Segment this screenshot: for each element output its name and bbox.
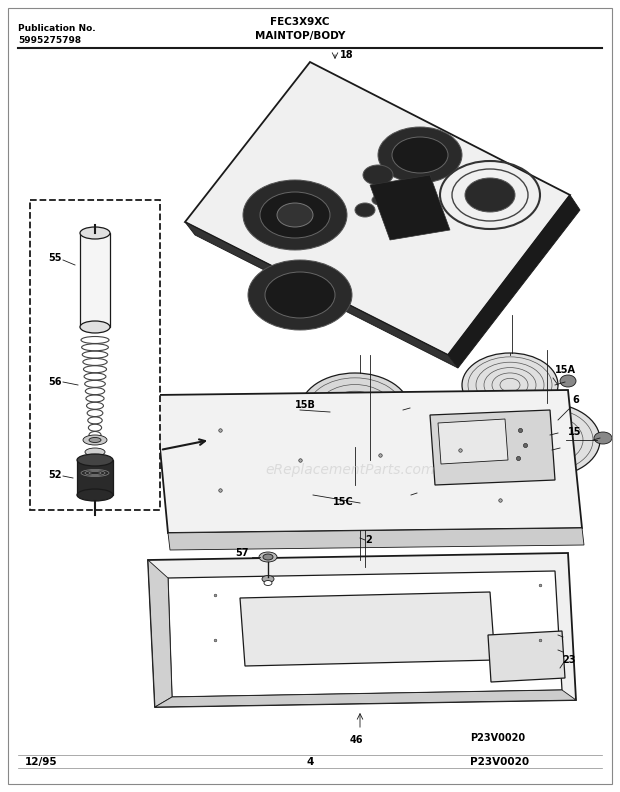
Ellipse shape [259,552,277,562]
Ellipse shape [262,576,274,582]
Text: P23V0020: P23V0020 [470,733,525,743]
Ellipse shape [410,195,420,201]
Ellipse shape [395,217,405,223]
Text: MAINTOP/BODY: MAINTOP/BODY [255,31,345,41]
Ellipse shape [83,435,107,445]
Text: 56: 56 [48,377,61,387]
Ellipse shape [260,192,330,238]
Ellipse shape [77,454,113,466]
Polygon shape [148,553,576,707]
Ellipse shape [392,137,448,173]
Ellipse shape [378,127,462,183]
Ellipse shape [277,203,313,227]
Ellipse shape [80,227,110,239]
Text: P23V0020: P23V0020 [470,757,529,767]
Ellipse shape [80,321,110,333]
Ellipse shape [560,375,576,387]
Bar [349,484,361,502]
Polygon shape [185,62,570,355]
Text: 52: 52 [48,470,61,480]
Text: 15B: 15B [295,400,316,410]
Bar [30,200,160,510]
Text: 4: 4 [306,757,314,767]
Polygon shape [168,528,584,550]
Text: 2: 2 [365,535,372,545]
Polygon shape [155,690,576,707]
Polygon shape [148,560,172,707]
Text: 46: 46 [350,735,363,745]
Ellipse shape [462,353,558,417]
Bar [359,567,371,585]
Ellipse shape [243,180,347,250]
Ellipse shape [248,260,352,330]
Ellipse shape [355,203,375,217]
Text: FEC3X9XC: FEC3X9XC [270,17,330,27]
Polygon shape [168,571,562,697]
Text: 18: 18 [340,50,353,60]
Ellipse shape [390,202,400,208]
Ellipse shape [372,195,388,205]
Polygon shape [488,631,565,682]
Ellipse shape [89,437,101,443]
Polygon shape [448,195,580,368]
Ellipse shape [300,373,410,447]
Ellipse shape [363,165,393,185]
Polygon shape [430,410,555,485]
Ellipse shape [313,460,417,530]
Text: 57: 57 [235,548,249,558]
Text: Publication No.: Publication No. [18,24,95,32]
Ellipse shape [77,489,113,501]
Bar [80,233,110,327]
Polygon shape [155,390,582,533]
Text: 15C: 15C [333,497,354,507]
Ellipse shape [404,402,422,414]
Ellipse shape [407,195,423,205]
Ellipse shape [263,554,273,560]
Polygon shape [185,222,458,368]
Text: 23: 23 [562,655,575,665]
Bar [77,460,113,495]
Ellipse shape [465,178,515,212]
Text: 15: 15 [568,427,582,437]
Ellipse shape [411,487,429,499]
Polygon shape [370,175,450,240]
Text: 6: 6 [572,395,578,405]
Ellipse shape [385,183,405,197]
Ellipse shape [85,448,105,456]
Text: 15A: 15A [555,365,576,375]
Text: 12/95: 12/95 [25,757,58,767]
Polygon shape [240,592,495,666]
Text: 5995275798: 5995275798 [18,36,81,44]
Ellipse shape [490,403,600,477]
Polygon shape [438,419,508,464]
Ellipse shape [264,581,272,585]
Ellipse shape [594,432,612,444]
Ellipse shape [265,272,335,318]
Text: 55: 55 [48,253,61,263]
Text: eReplacementParts.com: eReplacementParts.com [265,463,435,477]
